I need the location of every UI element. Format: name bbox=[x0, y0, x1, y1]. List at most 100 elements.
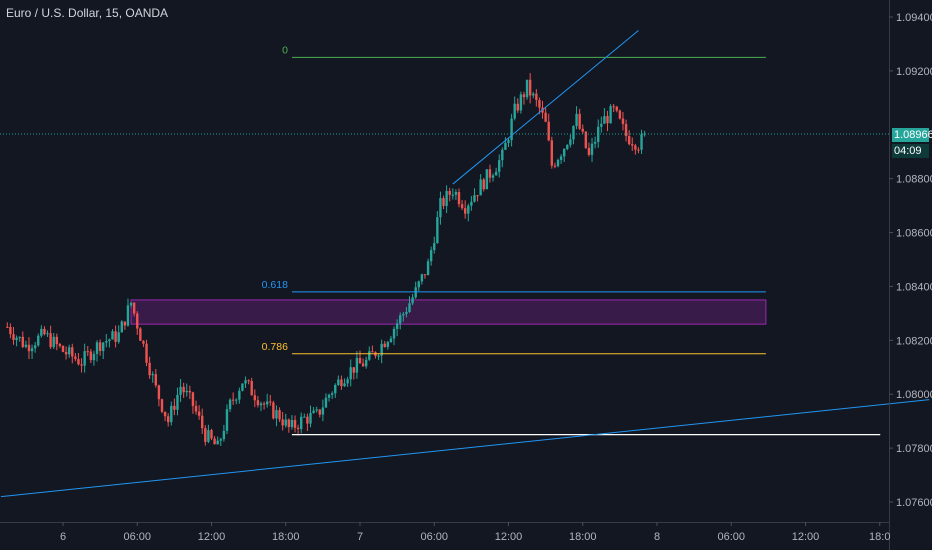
candle-body bbox=[550, 140, 554, 166]
candle-body bbox=[442, 198, 445, 206]
candle-body bbox=[494, 171, 498, 176]
candle-body bbox=[67, 347, 71, 355]
candle-body bbox=[222, 430, 226, 440]
candle-body bbox=[6, 326, 9, 328]
candle-body bbox=[609, 106, 612, 124]
candle-body bbox=[123, 321, 127, 326]
candle-body bbox=[439, 198, 442, 218]
candle-body bbox=[395, 323, 399, 329]
candle-body bbox=[30, 348, 34, 352]
candle-body bbox=[92, 353, 96, 361]
candle-body bbox=[306, 416, 309, 424]
candle-body bbox=[340, 379, 343, 387]
candle-body bbox=[108, 339, 111, 342]
candle-body bbox=[111, 331, 114, 340]
candle-body bbox=[460, 204, 464, 209]
candle-body bbox=[606, 116, 609, 124]
candle-body bbox=[46, 333, 49, 335]
candle-body bbox=[504, 142, 507, 150]
candle-body bbox=[590, 143, 594, 155]
candle-body bbox=[284, 419, 287, 426]
candle-body bbox=[204, 428, 207, 442]
time-axis[interactable]: 6 06:00 12:00 18:00 7 06:00 12:00 18:00 8 06:00 12… bbox=[0, 522, 890, 543]
time-tick-label: 06:00 bbox=[123, 531, 151, 543]
candle-body bbox=[498, 160, 501, 172]
candle-body bbox=[129, 302, 133, 306]
candle-body bbox=[98, 342, 102, 351]
candle-body bbox=[179, 386, 182, 395]
candle-body bbox=[436, 217, 439, 244]
price-tick-label: 1.08000 bbox=[896, 389, 932, 401]
supply-demand-zone bbox=[130, 299, 767, 325]
candle-body bbox=[64, 351, 68, 355]
candle-body bbox=[352, 367, 356, 373]
candle-body bbox=[151, 374, 154, 376]
candle-body bbox=[485, 169, 489, 190]
candle-body bbox=[244, 380, 247, 384]
candle-body bbox=[423, 274, 427, 276]
candle-body bbox=[197, 411, 201, 416]
time-tick-label: 6 bbox=[60, 531, 66, 543]
price-axis[interactable]: 1.09400 1.09200 1.08800 1.08600 1.08400 1.082… bbox=[889, 0, 932, 550]
candle-body bbox=[253, 395, 257, 401]
candle-body bbox=[157, 385, 161, 400]
candle-body bbox=[538, 99, 541, 108]
candle-body bbox=[501, 149, 504, 161]
candle-body bbox=[95, 342, 99, 354]
candle-body bbox=[516, 103, 519, 111]
candle-body bbox=[262, 403, 266, 405]
candle-body bbox=[532, 93, 535, 96]
candle-body bbox=[525, 79, 529, 98]
candle-body bbox=[364, 359, 368, 367]
candle-body bbox=[355, 357, 359, 373]
candle-body bbox=[80, 364, 83, 366]
candle-body bbox=[330, 393, 334, 395]
candle-body bbox=[593, 141, 597, 144]
candle-body bbox=[235, 399, 238, 401]
candle-body bbox=[290, 419, 294, 428]
candle-body bbox=[139, 328, 142, 341]
candle-body bbox=[182, 386, 185, 393]
candle-body bbox=[535, 93, 538, 100]
candle-body bbox=[562, 148, 566, 157]
trendline bbox=[1, 399, 930, 498]
candle-body bbox=[132, 302, 136, 314]
candle-body bbox=[71, 347, 74, 357]
candle-body bbox=[488, 169, 492, 178]
candle-body bbox=[166, 416, 170, 423]
candle-body bbox=[624, 123, 628, 137]
candle-body bbox=[269, 401, 272, 403]
candle-body bbox=[600, 123, 603, 127]
price-tick-label: 1.08200 bbox=[896, 335, 932, 347]
candle-body bbox=[74, 356, 77, 360]
candle-body bbox=[334, 385, 337, 394]
candle-body bbox=[210, 430, 213, 439]
candle-body bbox=[621, 118, 625, 124]
candle-body bbox=[408, 303, 411, 312]
candle-body bbox=[451, 194, 455, 196]
candle-body bbox=[643, 133, 646, 135]
candle-body bbox=[281, 419, 284, 426]
candle-body bbox=[581, 128, 584, 132]
candle-body bbox=[9, 327, 12, 335]
demand-zone bbox=[130, 299, 767, 325]
fib-level-label: 0.786 bbox=[262, 341, 288, 353]
candle-body bbox=[587, 147, 591, 155]
candle-body bbox=[603, 116, 606, 124]
candle-body bbox=[553, 165, 557, 167]
time-tick-label: 7 bbox=[357, 531, 363, 543]
candle-body bbox=[176, 394, 179, 410]
candle-body bbox=[207, 430, 210, 442]
candle-body bbox=[389, 338, 393, 343]
candle-body bbox=[411, 297, 414, 304]
candle-body bbox=[448, 190, 451, 195]
candle-body bbox=[337, 379, 340, 386]
candle-body bbox=[225, 409, 229, 431]
candle-body bbox=[559, 156, 563, 160]
time-tick-label: 12:00 bbox=[198, 531, 226, 543]
price-tick-label: 1.09200 bbox=[896, 66, 932, 78]
current-price-tag: 1.08966 04:09 bbox=[889, 126, 932, 160]
chart-title: Euro / U.S. Dollar, 15, OANDA bbox=[6, 6, 169, 20]
candle-body bbox=[272, 402, 275, 419]
